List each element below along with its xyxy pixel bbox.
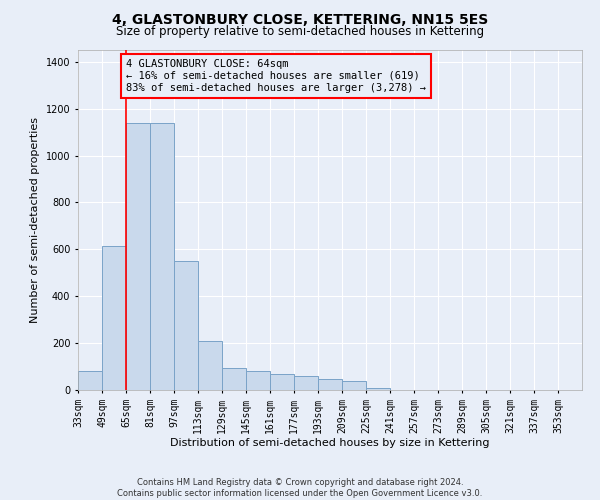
Bar: [270, 374, 294, 390]
Bar: [246, 371, 270, 390]
Bar: [126, 122, 150, 390]
Text: 4 GLASTONBURY CLOSE: 64sqm
← 16% of semi-detached houses are smaller (619)
83% o: 4 GLASTONBURY CLOSE: 64sqm ← 16% of semi…: [126, 60, 426, 92]
Text: 4, GLASTONBURY CLOSE, KETTERING, NN15 5ES: 4, GLASTONBURY CLOSE, KETTERING, NN15 5E…: [112, 12, 488, 26]
Y-axis label: Number of semi-detached properties: Number of semi-detached properties: [30, 117, 40, 323]
Bar: [174, 261, 198, 390]
Text: Size of property relative to semi-detached houses in Kettering: Size of property relative to semi-detach…: [116, 25, 484, 38]
Bar: [222, 368, 246, 390]
Bar: [294, 376, 318, 390]
Bar: [78, 371, 102, 390]
Text: Contains HM Land Registry data © Crown copyright and database right 2024.
Contai: Contains HM Land Registry data © Crown c…: [118, 478, 482, 498]
Bar: [102, 246, 126, 390]
Bar: [366, 388, 390, 390]
Bar: [198, 341, 222, 390]
Bar: [150, 122, 174, 390]
Bar: [342, 380, 366, 390]
Bar: [318, 378, 342, 390]
X-axis label: Distribution of semi-detached houses by size in Kettering: Distribution of semi-detached houses by …: [170, 438, 490, 448]
